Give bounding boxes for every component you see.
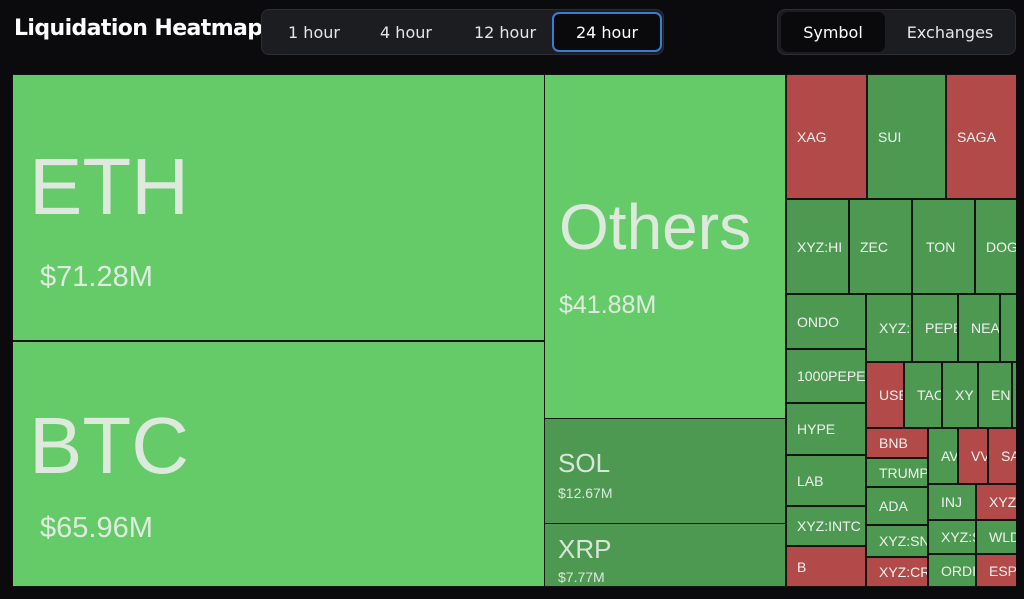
tile-esp[interactable]: ESP — [976, 554, 1016, 587]
tile-en[interactable]: EN — [978, 362, 1012, 428]
tile-nea-symbol: NEA — [971, 320, 1000, 336]
tile-sol[interactable]: SOL $12.67M — [544, 418, 786, 524]
tile-hype-symbol: HYPE — [797, 421, 836, 437]
view-symbol-button[interactable]: Symbol — [781, 12, 885, 52]
timeframe-12-hour-button[interactable]: 12 hour — [473, 22, 537, 42]
tile-dog-symbol: DOG — [986, 238, 1016, 255]
tile-lab-symbol: LAB — [797, 472, 824, 489]
tile-ada-symbol: ADA — [879, 498, 908, 514]
tile-xy-symbol: XY — [955, 387, 974, 403]
tile-others-value: $41.88M — [559, 291, 657, 319]
liquidation-heatmap: ETH $71.28M BTC $65.96M Others $41.88M S… — [12, 74, 1016, 587]
tile-sui[interactable]: SUI — [867, 74, 946, 199]
tile-xyz-a-symbol: XYZ: — [879, 320, 911, 336]
tile-ordi-symbol: ORDI — [941, 562, 976, 579]
tile-en-symbol: EN — [991, 387, 1011, 403]
tile-others[interactable]: Others $41.88M — [544, 74, 786, 419]
tile-xyz-sn[interactable]: XYZ:SN — [866, 525, 928, 557]
tile-sui-symbol: SUI — [878, 128, 902, 145]
tile-xag-symbol: XAG — [797, 128, 827, 145]
tile-eth[interactable]: ETH $71.28M — [12, 74, 545, 341]
tile-ton[interactable]: TON — [912, 199, 975, 294]
tile-xyz-b-symbol: XYZ: — [989, 494, 1016, 510]
tile-av-symbol: AV — [941, 448, 958, 464]
tile-misc-a[interactable] — [1000, 294, 1016, 362]
tile-sol-value: $12.67M — [558, 485, 613, 501]
tile-xyz-a[interactable]: XYZ: — [866, 294, 912, 362]
tile-use[interactable]: USE — [866, 362, 904, 428]
tile-ondo[interactable]: ONDO — [786, 294, 866, 349]
tile-zec-symbol: ZEC — [860, 238, 888, 255]
timeframe-24-hour-button[interactable]: 24 hour — [552, 12, 662, 52]
tile-b-symbol: B — [797, 558, 807, 575]
tile-1000pepe-symbol: 1000PEPE — [797, 368, 866, 384]
tile-esp-symbol: ESP — [989, 562, 1016, 579]
tile-xyz-intc-symbol: XYZ:INTC — [797, 518, 861, 534]
tile-others-symbol: Others — [559, 191, 752, 263]
tile-saga[interactable]: SAGA — [946, 74, 1016, 199]
tile-xyz-cr-symbol: XYZ:CR — [879, 564, 928, 580]
tile-av[interactable]: AV — [928, 428, 958, 484]
tile-nea[interactable]: NEA — [958, 294, 1000, 362]
view-exchanges-button[interactable]: Exchanges — [906, 22, 994, 42]
tile-ondo-symbol: ONDO — [797, 313, 839, 330]
tile-btc-value: $65.96M — [40, 512, 153, 544]
tile-zec[interactable]: ZEC — [849, 199, 912, 294]
tile-vv[interactable]: VV — [958, 428, 988, 484]
tile-inj[interactable]: INJ — [928, 484, 976, 520]
tile-tac-symbol: TAC — [917, 387, 942, 403]
tile-ordi[interactable]: ORDI — [928, 554, 976, 587]
tile-tac[interactable]: TAC — [904, 362, 942, 428]
tile-xrp[interactable]: XRP $7.77M — [544, 523, 786, 587]
tile-saga-symbol: SAGA — [957, 128, 996, 145]
tile-bnb[interactable]: BNB — [866, 428, 928, 458]
tile-pepe[interactable]: PEPE — [912, 294, 958, 362]
tile-use-symbol: USE — [879, 387, 903, 403]
tile-b[interactable]: B — [786, 546, 866, 587]
tile-ada[interactable]: ADA — [866, 487, 928, 525]
tile-pepe-symbol: PEPE — [925, 320, 957, 336]
tile-misc-b[interactable] — [1012, 362, 1016, 428]
tile-trump-symbol: TRUMP — [879, 464, 928, 481]
tile-xyz-s-symbol: XYZ:S — [941, 529, 975, 545]
tile-bnb-symbol: BNB — [879, 435, 908, 451]
tile-1000pepe[interactable]: 1000PEPE — [786, 349, 866, 403]
tile-xrp-symbol: XRP — [558, 534, 612, 564]
tile-xag[interactable]: XAG — [786, 74, 867, 199]
tile-wld-symbol: WLD — [989, 529, 1016, 545]
tile-hype[interactable]: HYPE — [786, 403, 866, 455]
timeframe-4-hour-button[interactable]: 4 hour — [380, 22, 432, 42]
tile-xyz-intc[interactable]: XYZ:INTC — [786, 506, 866, 546]
tile-xyz-sn-symbol: XYZ:SN — [879, 533, 928, 549]
tile-trump[interactable]: TRUMP — [866, 458, 928, 487]
tile-xyz-b[interactable]: XYZ: — [976, 484, 1016, 520]
tile-xyz-cr[interactable]: XYZ:CR — [866, 557, 928, 587]
tile-wld[interactable]: WLD — [976, 520, 1016, 554]
tile-sa[interactable]: SA — [988, 428, 1016, 484]
timeframe-selector: 1 hour 4 hour 12 hour 24 hour — [261, 9, 664, 55]
tile-lab[interactable]: LAB — [786, 455, 866, 506]
tile-vv-symbol: VV — [971, 448, 988, 464]
tile-xyz-hi[interactable]: XYZ:HI — [786, 199, 849, 294]
timeframe-1-hour-button[interactable]: 1 hour — [288, 22, 340, 42]
tile-sol-symbol: SOL — [558, 448, 611, 478]
tile-eth-value: $71.28M — [40, 261, 153, 293]
tile-xyz-hi-symbol: XYZ:HI — [797, 238, 843, 255]
tile-xyz-s[interactable]: XYZ:S — [928, 520, 976, 554]
tile-eth-symbol: ETH — [29, 142, 189, 231]
view-selector: Symbol Exchanges — [777, 9, 1016, 55]
tile-dog[interactable]: DOG — [975, 199, 1016, 294]
page-title: Liquidation Heatmap — [14, 16, 263, 41]
tile-btc[interactable]: BTC $65.96M — [12, 341, 545, 587]
tile-btc-symbol: BTC — [29, 401, 189, 490]
tile-xy[interactable]: XY — [942, 362, 978, 428]
tile-xrp-value: $7.77M — [558, 569, 605, 585]
tile-sa-symbol: SA — [1001, 448, 1016, 464]
tile-inj-symbol: INJ — [941, 494, 962, 510]
tile-ton-symbol: TON — [926, 238, 956, 255]
